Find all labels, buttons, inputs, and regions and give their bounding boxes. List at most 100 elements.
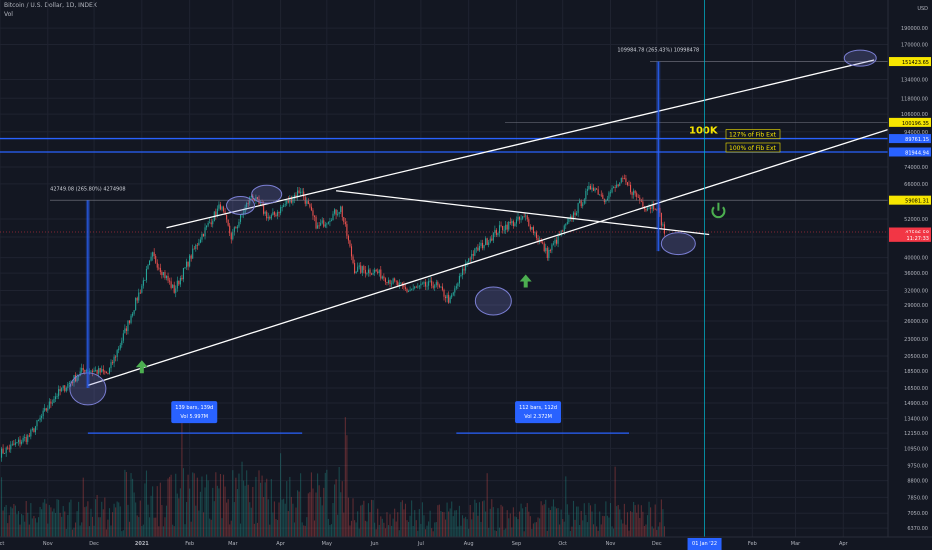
highlight-circle[interactable]	[251, 184, 283, 204]
candle	[118, 348, 120, 351]
volume-bar	[272, 512, 274, 537]
volume-bar	[62, 506, 64, 537]
candle	[298, 190, 300, 193]
volume-bar	[280, 453, 282, 537]
candle	[358, 265, 360, 267]
volume-bar	[469, 504, 471, 537]
drawings[interactable]: 127% of Fib Ext 100% of Fib Ext 100K 42749.…	[0, 0, 910, 537]
highlight-circle[interactable]	[660, 232, 696, 256]
volume-bar	[50, 507, 52, 537]
volume-bar	[474, 499, 476, 537]
volume-bar	[346, 435, 348, 537]
support-trendline[interactable]	[87, 122, 910, 386]
candle	[142, 280, 144, 286]
volume-bar	[276, 519, 279, 537]
volume-bar	[397, 512, 399, 537]
volume-bar	[318, 485, 320, 537]
date-highlight-box[interactable]	[687, 538, 722, 550]
volume-bar	[176, 493, 178, 537]
volume-bar	[56, 499, 58, 537]
volume-bar	[226, 502, 228, 537]
volume-bar	[574, 519, 576, 537]
highlight-circle[interactable]	[226, 195, 255, 215]
candle	[497, 233, 499, 235]
candle	[491, 238, 493, 241]
candle	[320, 223, 322, 226]
candle	[355, 271, 357, 274]
highlight-circle[interactable]	[474, 286, 512, 316]
upper-channel-line[interactable]	[166, 59, 875, 229]
candle	[540, 239, 542, 243]
volume-bar	[250, 507, 252, 537]
candle	[505, 224, 507, 230]
volume-bar	[13, 503, 15, 537]
volume-bar	[167, 478, 169, 537]
highlight-circle[interactable]	[843, 49, 877, 67]
candle	[556, 239, 558, 244]
candle	[662, 224, 664, 226]
candle	[408, 290, 410, 292]
descending-resistance-line[interactable]	[336, 190, 710, 236]
volume-bar	[22, 515, 24, 537]
candle	[537, 237, 539, 241]
candle	[606, 198, 608, 201]
price-tag-box	[889, 57, 931, 67]
candle	[321, 220, 323, 224]
volume-bar	[247, 484, 249, 537]
volume-bar	[596, 526, 598, 537]
volume-bar	[190, 521, 192, 537]
volume-bar	[440, 510, 442, 537]
volume-bar	[68, 502, 70, 537]
candle	[156, 262, 158, 268]
volume-bar	[448, 511, 450, 537]
candle	[167, 275, 169, 281]
volume-bar	[297, 490, 299, 537]
volume-bar	[552, 499, 554, 537]
price-tag-box	[889, 227, 931, 237]
time-axis[interactable]: Oct Nov Dec 2021 Feb Mar Apr May Jun Jul Aug Sep Oct…	[0, 536, 932, 550]
volume-bar	[412, 526, 414, 537]
candle	[104, 371, 106, 373]
candle	[21, 441, 23, 444]
candle	[247, 202, 249, 204]
candle	[609, 192, 612, 194]
candle	[535, 232, 538, 238]
candle	[434, 285, 436, 288]
candle	[223, 206, 225, 212]
candle	[307, 201, 309, 205]
candle	[303, 191, 305, 198]
volume-bar	[614, 466, 616, 537]
candle	[486, 238, 488, 246]
candle	[458, 276, 460, 284]
volume-bars	[1, 417, 665, 537]
price-axis[interactable]: USD 190000.00 170000.00 134000.00 118000.00 1…	[887, 0, 932, 550]
candle	[387, 280, 390, 283]
candle	[184, 267, 186, 269]
candle	[622, 177, 624, 179]
volume-bar	[125, 472, 127, 537]
volume-bar	[437, 505, 439, 537]
candle	[181, 277, 183, 280]
candle	[565, 223, 567, 226]
volume-bar	[344, 417, 346, 537]
volume-bar	[184, 524, 186, 537]
price-tag: 81944.94	[905, 150, 929, 156]
candle	[50, 401, 52, 404]
price-tick: 7850.00	[907, 495, 928, 501]
volume-bar	[213, 501, 215, 537]
price-tag: 59081.31	[905, 199, 929, 205]
volume-bar	[568, 514, 570, 537]
candle	[492, 233, 494, 241]
candle	[341, 206, 343, 218]
candle	[61, 388, 63, 392]
candle	[182, 268, 184, 280]
candle	[378, 269, 380, 274]
volume-bar	[511, 527, 513, 537]
candle	[582, 203, 584, 207]
volume-bar	[468, 528, 470, 537]
volume-bar	[602, 515, 604, 537]
volume-bar	[363, 500, 365, 537]
price-tick: 14900.00	[904, 401, 928, 407]
price-tick: 12150.00	[904, 431, 928, 437]
